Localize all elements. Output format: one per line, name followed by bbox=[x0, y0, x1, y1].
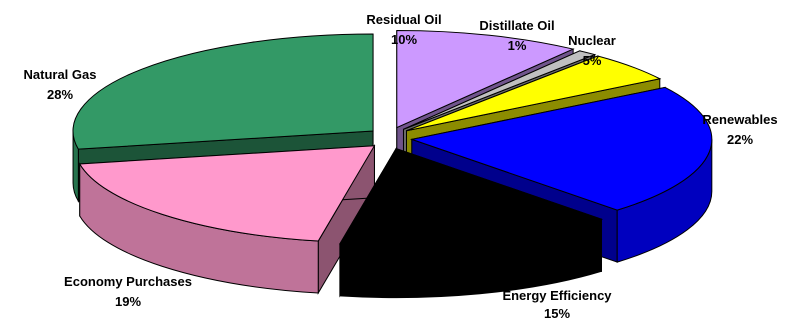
slice-renewables bbox=[409, 86, 713, 211]
label-pct-nuclear: 5% bbox=[583, 53, 602, 68]
label-pct-energy-efficiency: 15% bbox=[544, 306, 570, 321]
label-name-residual-oil: Residual Oil bbox=[366, 12, 441, 27]
label-pct-residual-oil: 10% bbox=[391, 32, 417, 47]
label-pct-renewables: 22% bbox=[727, 132, 753, 147]
label-pct-natural-gas: 28% bbox=[47, 87, 73, 102]
label-name-renewables: Renewables bbox=[702, 112, 777, 127]
slice-economy-purchases bbox=[78, 145, 376, 242]
label-name-distillate-oil: Distillate Oil bbox=[479, 18, 554, 33]
slice-residual-oil bbox=[396, 30, 575, 129]
label-pct-economy-purchases: 19% bbox=[115, 294, 141, 309]
label-pct-distillate-oil: 1% bbox=[508, 38, 527, 53]
label-name-economy-purchases: Economy Purchases bbox=[64, 274, 192, 289]
slice-nuclear bbox=[406, 55, 662, 132]
slice-distillate-oil bbox=[403, 50, 597, 130]
slice-energy-efficiency bbox=[339, 147, 604, 247]
label-name-natural-gas: Natural Gas bbox=[24, 67, 97, 82]
label-name-energy-efficiency: Energy Efficiency bbox=[502, 288, 612, 303]
slice-natural-gas bbox=[72, 33, 374, 150]
label-name-nuclear: Nuclear bbox=[568, 33, 616, 48]
